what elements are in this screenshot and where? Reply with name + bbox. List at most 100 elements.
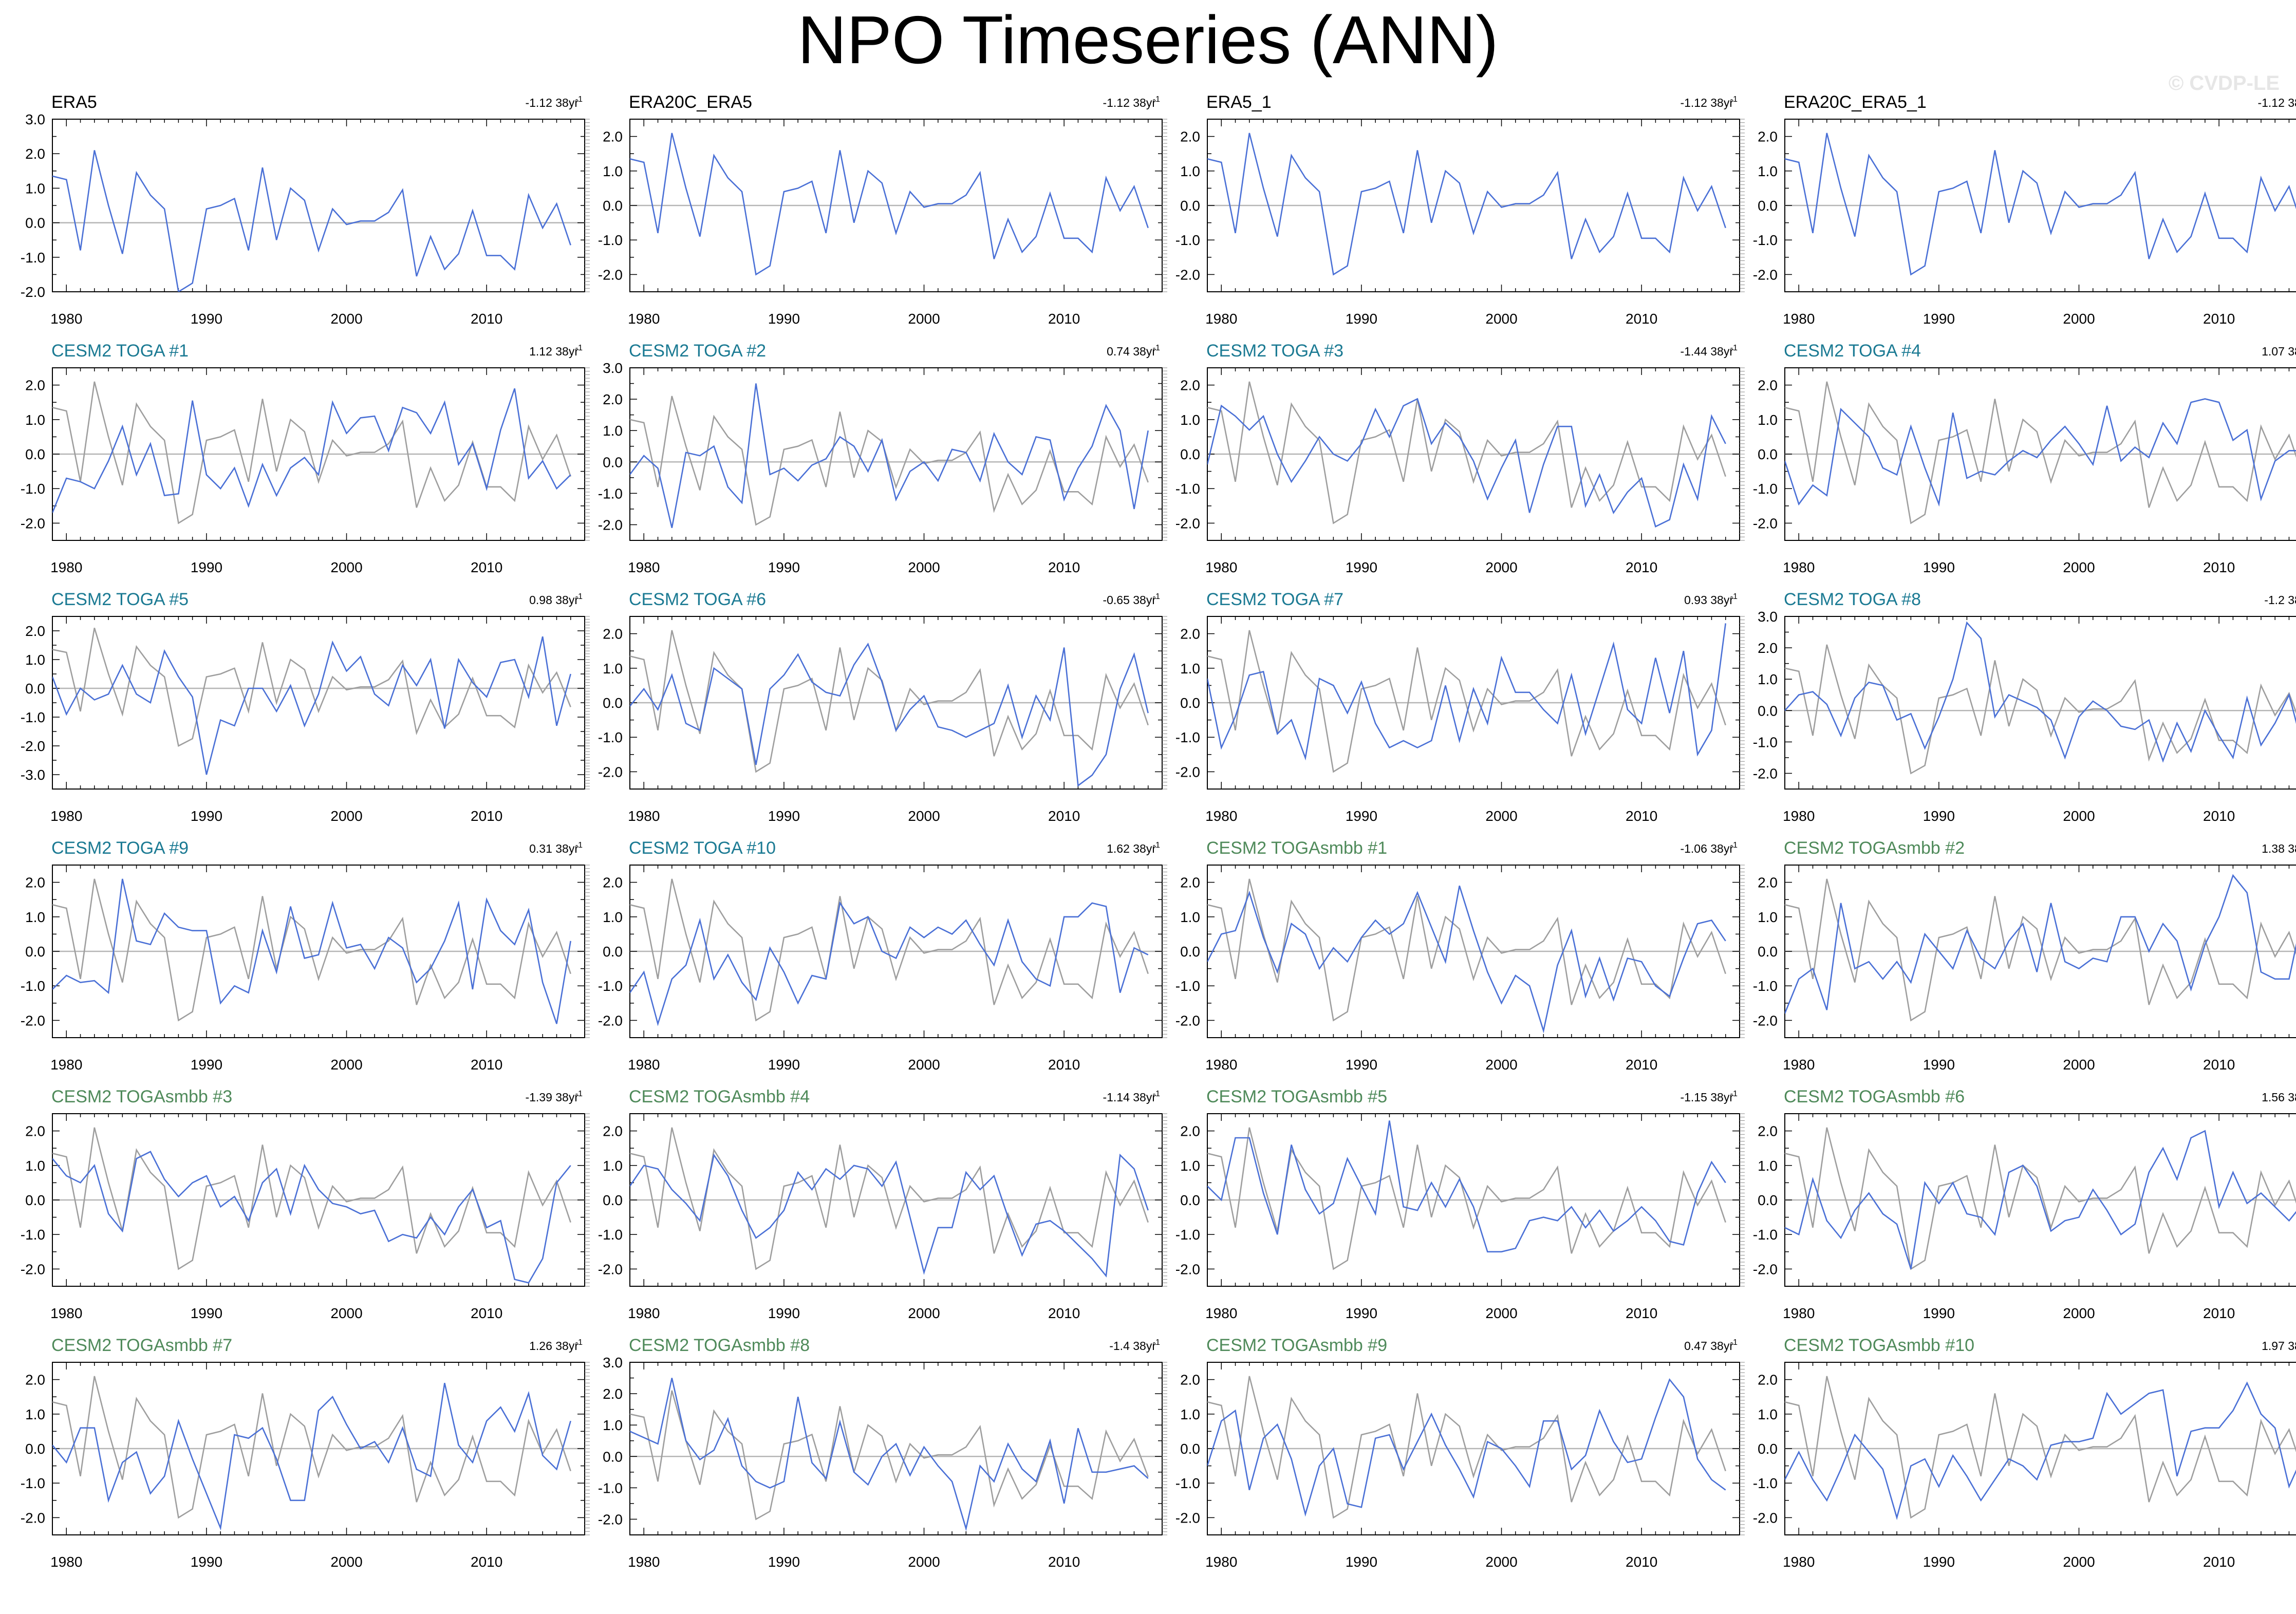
x-tick-label: 2010	[1626, 1057, 1657, 1073]
y-tick-label: -1.0	[1175, 232, 1200, 248]
x-tick-label: 2000	[2063, 311, 2095, 327]
y-tick-label: 1.0	[1180, 909, 1200, 925]
x-tick-label: 1980	[1783, 1554, 1815, 1570]
panel-title: CESM2 TOGAsmbb #2	[1784, 838, 1965, 858]
x-tick-label: 2000	[2063, 808, 2095, 824]
y-tick-label: -1.0	[598, 1480, 623, 1496]
series-line	[52, 636, 571, 775]
panel-6: CESM2 TOGA #2 0.74 38yr-1 -2.0 -1.0 0.0 1.0 2.…	[598, 341, 1167, 575]
x-tick-label: 2010	[2203, 808, 2235, 824]
y-tick-label: -1.0	[21, 1227, 45, 1243]
panel-title: CESM2 TOGAsmbb #10	[1784, 1336, 1974, 1355]
y-tick-label: 2.0	[603, 129, 623, 145]
y-tick-label: 0.0	[1758, 446, 1778, 462]
y-tick-label: -2.0	[598, 267, 623, 283]
y-tick-label: -1.0	[21, 709, 45, 725]
x-tick-label: 2010	[1048, 311, 1080, 327]
y-tick-label: -1.0	[1753, 1227, 1778, 1243]
panel-2: ERA20C_ERA5 -1.12 38yr-1 -2.0 -1.0 0.0 1.0 2.0…	[598, 92, 1167, 327]
series-line	[1207, 1120, 1726, 1253]
panel-8: CESM2 TOGA #41.07 38yr-1-2.0-1.00.01.02.…	[1753, 341, 2296, 575]
x-tick-label: 1980	[628, 1057, 660, 1073]
panel-title: CESM2 TOGAsmbb #4	[629, 1087, 810, 1106]
panel-10: CESM2 TOGA #6 -0.65 38yr-1 -2.0 -1.0 0.0 1.0 2…	[598, 590, 1167, 824]
trend-exponent: -1	[1730, 841, 1738, 850]
x-tick-label: 2000	[908, 311, 940, 327]
y-tick-label: -1.0	[21, 250, 45, 266]
trend-exponent: -1	[575, 95, 583, 104]
x-tick-label: 1990	[768, 808, 800, 824]
x-tick-label: 1980	[628, 808, 660, 824]
panel-title: CESM2 TOGA #3	[1206, 341, 1343, 361]
panel-title: ERA5	[51, 92, 97, 112]
x-tick-label: 2010	[471, 559, 502, 575]
y-tick-label: -2.0	[21, 1012, 45, 1028]
y-tick-label: -2.0	[598, 517, 623, 533]
y-tick-label: 0.0	[603, 1449, 623, 1465]
plot-frame	[52, 616, 585, 790]
y-tick-label: 0.0	[603, 1192, 623, 1208]
x-tick-label: 1980	[50, 1554, 82, 1570]
y-tick-label: -2.0	[1753, 1012, 1778, 1028]
y-tick-label: 1.0	[25, 180, 45, 196]
x-tick-label: 1990	[1346, 1057, 1377, 1073]
x-tick-label: 2010	[471, 311, 502, 327]
y-tick-label: -1.0	[1753, 734, 1778, 750]
y-tick-label: -2.0	[21, 284, 45, 300]
x-tick-label: 2000	[908, 1057, 940, 1073]
panel-title: CESM2 TOGAsmbb #6	[1784, 1087, 1965, 1106]
series-line	[1207, 1378, 1726, 1517]
x-tick-label: 2010	[2203, 559, 2235, 575]
x-tick-label: 2000	[330, 1554, 362, 1570]
x-tick-label: 2000	[1485, 1554, 1517, 1570]
panel-title: CESM2 TOGAsmbb #3	[51, 1087, 232, 1106]
panel-19: CESM2 TOGAsmbb #5 -1.15 38yr-1 -2.0 -1.0 0.0…	[1175, 1087, 1745, 1321]
y-tick-label: 0.0	[1180, 695, 1200, 711]
trend-exponent: -1	[1153, 1338, 1160, 1347]
x-tick-label: 1990	[191, 559, 222, 575]
obs-series-line	[1785, 644, 2296, 775]
x-tick-label: 1990	[191, 1305, 222, 1321]
x-tick-label: 2000	[1485, 559, 1517, 575]
y-tick-label: 0.0	[603, 944, 623, 960]
y-tick-label: 0.0	[25, 446, 45, 462]
trend-label: -1.39 38yr	[525, 1091, 578, 1104]
y-tick-label: 3.0	[1758, 609, 1778, 625]
x-tick-label: 2010	[471, 1305, 502, 1321]
series-line	[52, 1383, 571, 1531]
trend-label: -1.15 38yr	[1680, 1091, 1733, 1104]
trend-label: 0.93 38yr	[1684, 593, 1733, 607]
series-line	[630, 1378, 1149, 1531]
x-tick-label: 2010	[1626, 808, 1657, 824]
panel-7: CESM2 TOGA #3 -1.44 38yr-1 -2.0 -1.0 0.0 1.0 2…	[1175, 341, 1745, 575]
x-tick-label: 1990	[1923, 311, 1955, 327]
y-tick-label: 0.0	[1180, 198, 1200, 214]
y-tick-label: -1.0	[1175, 729, 1200, 745]
panel-23: CESM2 TOGAsmbb #9 0.47 38yr-1 -2.0 -1.0 0.0 1…	[1175, 1336, 1745, 1570]
series-line	[52, 150, 571, 292]
obs-series-line	[1207, 630, 1726, 773]
obs-series-line	[52, 1127, 571, 1270]
trend-label: -1.06 38yr	[1680, 842, 1733, 855]
x-tick-label: 2000	[1485, 1057, 1517, 1073]
series-line	[1785, 1381, 2296, 1521]
x-tick-label: 1980	[1205, 1057, 1237, 1073]
y-tick-label: 2.0	[1758, 640, 1778, 656]
x-tick-label: 1980	[50, 1057, 82, 1073]
trend-exponent: -1	[1153, 344, 1160, 352]
series-line	[1785, 398, 2296, 507]
trend-label: -1.12 38yr	[525, 96, 578, 109]
y-tick-label: 2.0	[25, 378, 45, 393]
x-tick-label: 1990	[191, 1057, 222, 1073]
panel-title: CESM2 TOGA #8	[1784, 590, 1921, 609]
x-tick-label: 1980	[1205, 559, 1237, 575]
y-tick-label: 0.0	[1180, 944, 1200, 960]
obs-series-line	[1785, 1376, 2296, 1519]
y-tick-label: 1.0	[1180, 1406, 1200, 1422]
x-tick-label: 1990	[1346, 311, 1377, 327]
panel-title: CESM2 TOGA #1	[51, 341, 189, 361]
y-tick-label: 1.0	[1758, 1406, 1778, 1422]
x-tick-label: 2000	[1485, 1305, 1517, 1321]
series-line	[1207, 133, 1726, 276]
trend-label: 0.47 38yr	[1684, 1339, 1733, 1353]
